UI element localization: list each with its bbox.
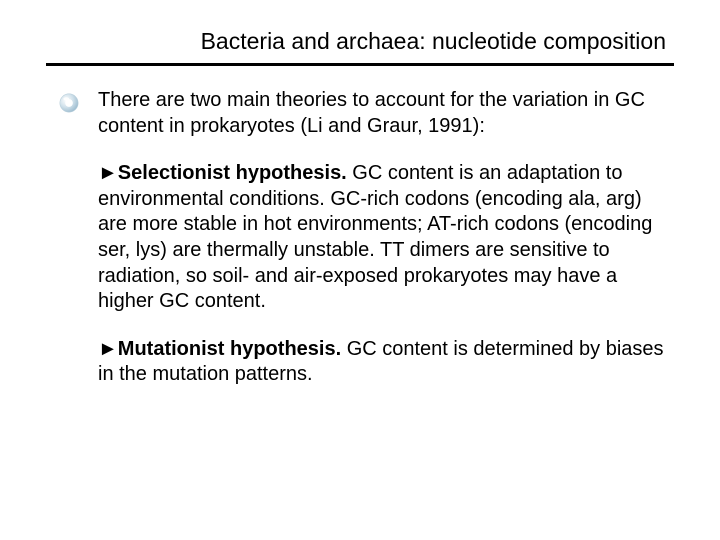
hyp2-label: Mutationist hypothesis. (118, 338, 341, 360)
title-underline (46, 63, 674, 66)
hyp1-body: GC content is an adaptation to environme… (98, 162, 652, 312)
hyp1-label: Selectionist hypothesis. (118, 162, 347, 184)
arrow-icon: ► (98, 162, 118, 184)
intro-text: There are two main theories to account f… (98, 88, 674, 139)
hypothesis-1: ►Selectionist hypothesis. GC content is … (98, 161, 674, 315)
ring-bullet-icon (58, 92, 80, 114)
slide-title: Bacteria and archaea: nucleotide composi… (46, 28, 674, 55)
slide-body: There are two main theories to account f… (98, 88, 674, 388)
hypothesis-2: ►Mutationist hypothesis. GC content is d… (98, 337, 674, 388)
arrow-icon: ► (98, 338, 118, 360)
slide: Bacteria and archaea: nucleotide composi… (0, 0, 720, 540)
